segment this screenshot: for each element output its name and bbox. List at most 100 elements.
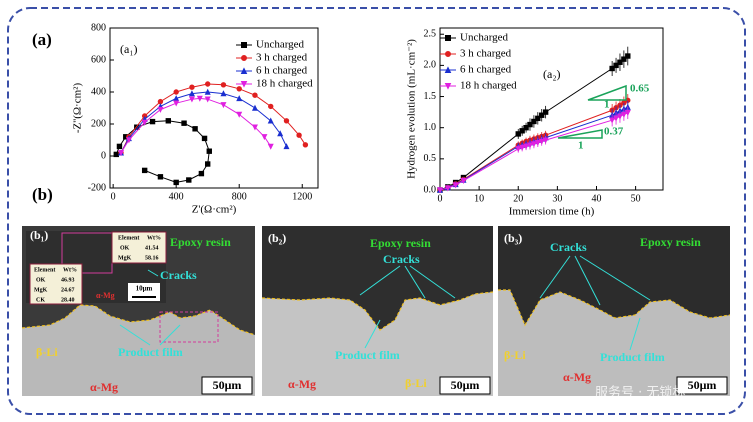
arrow xyxy=(147,269,159,277)
x-tick-label: 0 xyxy=(438,193,443,204)
marker xyxy=(189,84,195,90)
panel-label: (b) xyxy=(32,185,53,204)
panel-label: (b₂) xyxy=(268,231,286,245)
x-tick-label: 30 xyxy=(552,193,562,204)
marker xyxy=(188,90,195,97)
marker xyxy=(616,113,623,120)
legend-label: 3 h charged xyxy=(256,52,308,64)
annotation: Cracks xyxy=(160,268,197,282)
marker xyxy=(201,135,208,142)
marker xyxy=(149,118,156,125)
plot-frame xyxy=(439,27,664,191)
marker xyxy=(542,109,549,115)
y-axis-label: Hydrogen evolution (mL·cm⁻²) xyxy=(406,39,418,179)
slope-label: 0.37 xyxy=(604,126,624,138)
marker xyxy=(204,96,211,103)
table-bg xyxy=(29,263,83,305)
series-line xyxy=(120,97,272,154)
marker xyxy=(609,65,615,72)
marker xyxy=(267,143,274,150)
marker xyxy=(613,62,619,69)
marker xyxy=(192,126,198,132)
arrow xyxy=(574,255,601,306)
marker xyxy=(165,118,172,124)
legend-label: Uncharged xyxy=(256,39,305,51)
marker xyxy=(173,95,180,102)
table-cell: MgK xyxy=(118,255,132,261)
scale-label: 50μm xyxy=(688,378,717,392)
scale-box xyxy=(201,376,253,395)
marker xyxy=(113,151,120,158)
legend-label: 18 h charged xyxy=(460,80,517,92)
slope-label: 1 xyxy=(578,140,584,152)
marker xyxy=(125,137,132,144)
y-tick-label: 1.0 xyxy=(424,122,437,133)
arrow xyxy=(539,255,571,299)
marker xyxy=(523,124,529,131)
marker xyxy=(241,55,247,61)
scale-label: 10μm xyxy=(136,285,153,293)
marker xyxy=(526,142,533,149)
arrow xyxy=(359,265,401,296)
marker xyxy=(296,132,302,138)
micrograph: (b₂) Epoxy resin Cracks Product film α-M… xyxy=(261,226,494,396)
chart-label: (a₂) xyxy=(543,67,561,81)
marker xyxy=(515,146,522,153)
table: Element Wt% OK 46.93 MgK 24.67 CK 28.40 xyxy=(29,263,83,305)
table-cell: 28.40 xyxy=(61,297,75,303)
table-cell: 41.54 xyxy=(145,245,159,251)
marker xyxy=(173,100,180,107)
marker xyxy=(220,90,227,97)
annotation: Product film xyxy=(118,345,183,359)
marker xyxy=(236,86,242,92)
legend-label: 6 h charged xyxy=(256,65,308,77)
epoxy xyxy=(262,226,493,330)
arrow xyxy=(629,317,641,351)
slope-triangle xyxy=(557,129,603,139)
marker xyxy=(283,143,290,150)
marker xyxy=(519,128,525,134)
marker xyxy=(251,124,258,131)
annotation: β-Li xyxy=(36,345,58,359)
marker xyxy=(283,118,290,124)
inset-box xyxy=(159,311,219,343)
annotation: Epoxy resin xyxy=(170,235,231,249)
slope-label: 0.65 xyxy=(630,83,650,95)
table-cell: 58.16 xyxy=(145,255,159,261)
marker xyxy=(460,177,467,184)
chart-label: (a₁) xyxy=(120,42,138,56)
marker xyxy=(141,167,148,174)
x-tick-label: 20 xyxy=(513,193,523,204)
annotation: α-Mg xyxy=(288,377,316,391)
scale-box xyxy=(439,376,491,395)
arrow xyxy=(159,324,181,346)
epoxy xyxy=(498,226,730,325)
marker xyxy=(157,106,164,113)
marker xyxy=(617,59,623,65)
marker xyxy=(206,148,212,154)
panel-label: (b₁) xyxy=(30,228,48,242)
annotation: α-Mg xyxy=(563,370,591,384)
marker xyxy=(436,187,444,194)
plot-frame xyxy=(109,27,319,189)
y-tick-label: -200 xyxy=(88,182,106,193)
table-cell: 24.67 xyxy=(61,287,75,293)
slope-triangle xyxy=(587,84,627,101)
table-cell: MgK xyxy=(34,287,48,293)
table-cell: Wt% xyxy=(147,235,161,241)
table-cell: Wt% xyxy=(63,267,77,273)
y-tick-label: 400 xyxy=(91,86,106,97)
marker xyxy=(609,117,616,124)
marker xyxy=(613,115,620,122)
marker xyxy=(515,131,521,137)
panel-label: (b₃) xyxy=(504,231,522,245)
marker xyxy=(236,95,243,102)
marker xyxy=(204,161,211,167)
micrograph: (b₃) Cracks Epoxy resin Product film β-L… xyxy=(498,226,731,401)
marker xyxy=(267,117,274,124)
marker xyxy=(196,95,203,102)
marker xyxy=(530,141,537,148)
table-cell: Element xyxy=(118,235,139,241)
marker xyxy=(173,89,179,95)
table-cell: OK xyxy=(36,277,46,283)
